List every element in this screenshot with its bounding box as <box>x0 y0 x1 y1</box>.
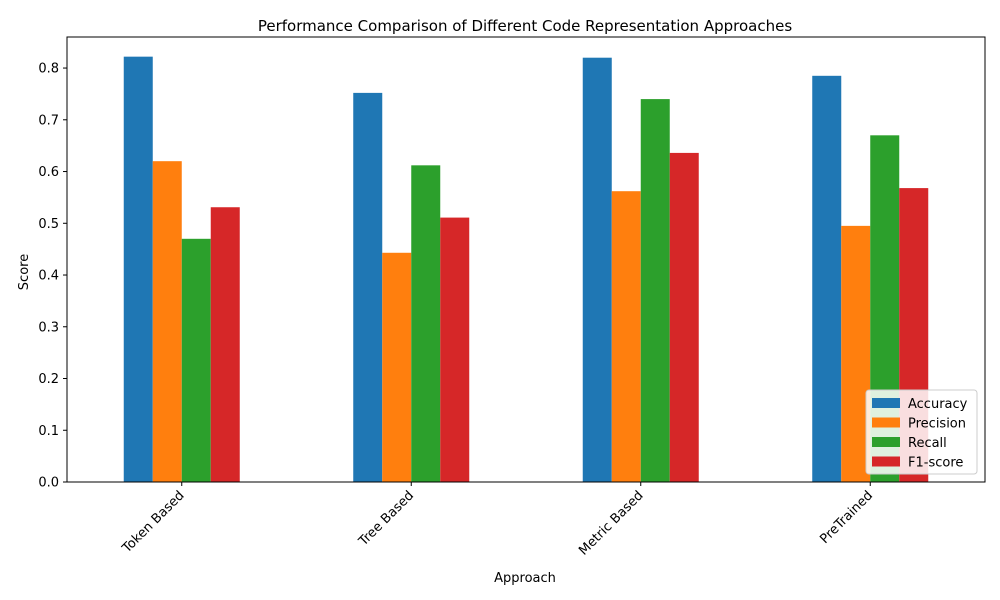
x-axis-label: Approach <box>494 571 556 586</box>
bar-accuracy-3 <box>812 75 842 482</box>
y-tick-label: 0.0 <box>38 476 59 491</box>
bar-precision-1 <box>382 252 412 482</box>
bar-accuracy-2 <box>582 57 612 483</box>
legend-swatch-accuracy <box>872 398 900 408</box>
x-tick-label: Token Based <box>119 488 188 557</box>
legend-box <box>865 389 978 475</box>
legend-swatch-precision <box>872 417 900 428</box>
x-tick-label: Metric Based <box>576 488 646 558</box>
x-tick-label: Tree Based <box>355 488 417 550</box>
x-axis: Token Based Tree Based Metric Based PreTrai… <box>119 482 876 559</box>
legend-label-precision: Precision <box>908 417 966 432</box>
legend-swatch-f1-score <box>872 456 900 467</box>
y-tick-label: 0.6 <box>38 165 59 180</box>
bar-recall-2 <box>640 99 670 483</box>
y-tick-label: 0.2 <box>38 372 59 387</box>
bar-accuracy-1 <box>353 92 383 482</box>
legend-label-f1-score: F1-score <box>908 456 963 471</box>
bar-recall-0 <box>181 238 211 482</box>
legend: Accuracy Precision Recall F1-score <box>865 389 978 475</box>
legend-swatch-recall <box>872 437 900 447</box>
y-axis-label: Score <box>17 254 32 290</box>
bar-recall-1 <box>411 165 441 483</box>
chart-title: Performance Comparison of Different Code… <box>258 17 792 35</box>
plot-frame <box>66 36 986 483</box>
bar-precision-2 <box>611 191 641 482</box>
bar-precision-0 <box>152 161 182 483</box>
y-tick-label: 0.4 <box>38 269 59 284</box>
y-tick-label: 0.8 <box>38 62 59 77</box>
legend-label-recall: Recall <box>908 436 947 451</box>
y-axis: 0.0 0.1 0.2 0.3 0.4 0.5 0.6 0.7 0.8 <box>38 62 67 491</box>
bar-f1-score-2 <box>669 152 699 482</box>
legend-label-accuracy: Accuracy <box>908 397 968 412</box>
y-tick-label: 0.1 <box>38 424 59 439</box>
bar-precision-3 <box>841 225 871 482</box>
x-tick-label: PreTrained <box>817 488 876 547</box>
bar-accuracy-0 <box>123 56 153 483</box>
y-tick-label: 0.5 <box>38 217 59 232</box>
y-tick-label: 0.3 <box>38 320 59 335</box>
bar-f1-score-1 <box>440 217 470 482</box>
y-tick-label: 0.7 <box>38 113 59 128</box>
bar-f1-score-0 <box>210 207 240 482</box>
plot-area <box>66 36 986 483</box>
